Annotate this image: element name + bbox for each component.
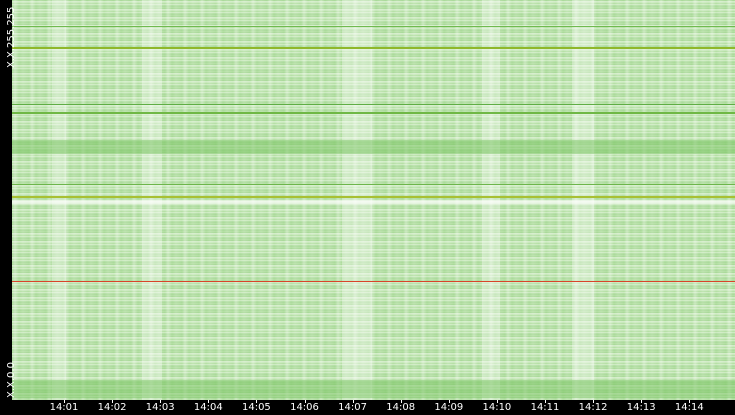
x-tick <box>689 400 691 403</box>
x-tick <box>64 400 65 403</box>
x-tick <box>208 400 210 403</box>
x-tick <box>256 400 258 403</box>
x-tick <box>160 400 162 403</box>
x-tick-label: 14:02 <box>97 402 127 413</box>
texture <box>12 184 735 185</box>
texture <box>12 140 735 154</box>
texture <box>12 112 735 114</box>
x-tick-label: 14:05 <box>241 402 271 413</box>
x-tick-label: 14:09 <box>434 402 464 413</box>
y-axis: X.X.255.255 X.X.0.0 <box>0 0 17 400</box>
texture <box>12 26 735 27</box>
texture <box>12 380 735 398</box>
x-tick-label: 14:11 <box>530 402 560 413</box>
x-tick <box>641 400 643 403</box>
y-top-label: X.X.255.255 <box>6 6 17 68</box>
x-tick <box>496 400 498 403</box>
x-tick-label: 14:01 <box>49 402 79 413</box>
x-tick <box>304 400 306 403</box>
x-tick-label: 14:10 <box>482 402 512 413</box>
x-tick <box>112 400 114 403</box>
x-tick-label: 14:13 <box>626 402 656 413</box>
x-tick <box>400 400 402 403</box>
x-tick <box>593 400 595 403</box>
x-tick-label: 14:12 <box>578 402 608 413</box>
x-axis <box>0 400 735 415</box>
texture <box>12 200 735 204</box>
x-tick-label: 14:03 <box>145 402 175 413</box>
x-tick-label: 14:14 <box>674 402 704 413</box>
texture <box>12 281 735 282</box>
texture <box>12 47 735 49</box>
x-tick <box>448 400 450 403</box>
texture <box>12 104 735 105</box>
x-tick <box>545 400 546 403</box>
texture <box>12 196 735 198</box>
x-tick-label: 14:06 <box>290 402 319 413</box>
x-tick-label: 14:07 <box>338 402 368 413</box>
plot-area <box>12 0 735 400</box>
x-tick-label: 14:08 <box>386 402 416 413</box>
x-tick <box>352 400 354 403</box>
x-tick-label: 14:04 <box>193 402 223 413</box>
y-bottom-label: X.X.0.0 <box>6 362 17 398</box>
